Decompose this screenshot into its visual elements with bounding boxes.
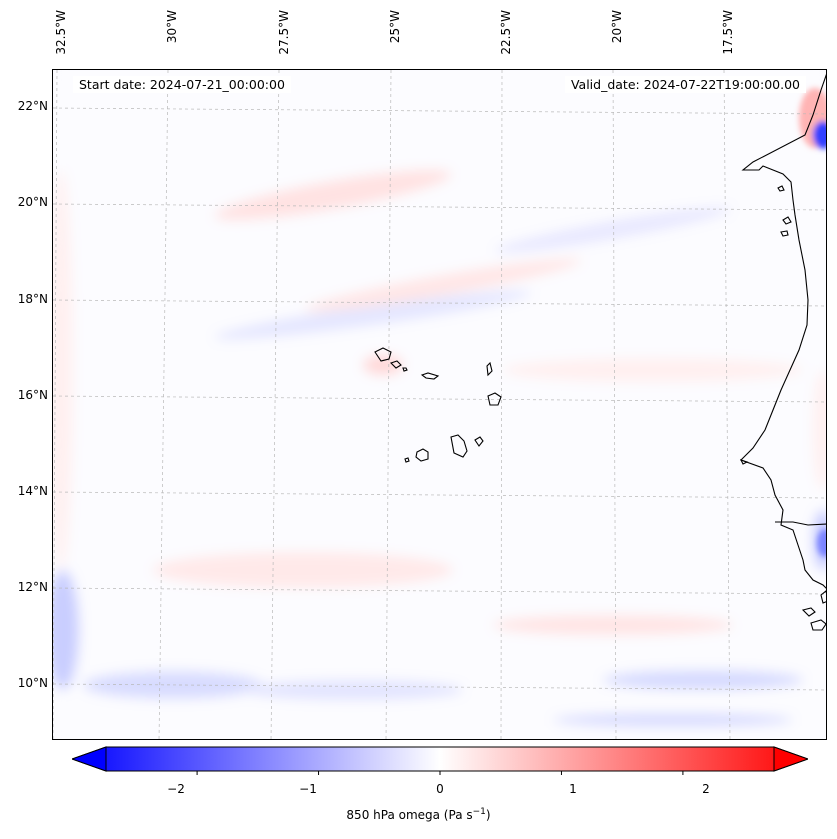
lon-label-22-5w: 22.5°W — [499, 10, 513, 55]
graticule — [53, 70, 826, 739]
colorbar-tick-label: −2 — [167, 782, 185, 796]
colorbar — [72, 746, 808, 775]
lat-label-16n: 16°N — [17, 388, 48, 402]
island-fogo — [415, 448, 429, 462]
lat-label-20n: 20°N — [17, 195, 48, 209]
island-sal — [486, 361, 493, 377]
colorbar-label: 850 hPa omega (Pa s−1) — [346, 807, 491, 822]
omega-field-map — [53, 70, 826, 739]
omega-field-shading — [53, 70, 826, 739]
cape-verde-islands — [374, 347, 502, 463]
lon-label-25w: 25°W — [388, 10, 402, 44]
lat-label-18n: 18°N — [17, 292, 48, 306]
island-sao-vicente — [389, 360, 402, 369]
lat-label-14n: 14°N — [17, 484, 48, 498]
gambia-river — [775, 521, 826, 526]
lat-label-10n: 10°N — [17, 676, 48, 690]
island-brava — [404, 457, 410, 463]
colorbar-extend-min — [72, 746, 107, 772]
map-panel[interactable]: Start date: 2024-07-21_00:00:00 Valid_da… — [52, 69, 827, 740]
valid-date-label: Valid_date: 2024-07-22T19:00:00.00 — [564, 76, 806, 93]
start-date-label: Start date: 2024-07-21_00:00:00 — [73, 76, 291, 93]
island-santiago — [450, 434, 468, 458]
colorbar-tick-label: −1 — [299, 782, 317, 796]
colorbar-tick-label: 2 — [702, 782, 710, 796]
island-santa-luzia — [402, 367, 408, 372]
colorbar-tick-label: 0 — [436, 782, 444, 796]
colorbar-gradient — [72, 746, 808, 772]
island-boa-vista — [487, 392, 502, 406]
lon-label-27-5w: 27.5°W — [277, 10, 291, 55]
lon-label-20w: 20°W — [610, 10, 624, 44]
small-coastal-islands — [777, 185, 792, 237]
colorbar-extend-max — [773, 746, 808, 772]
dakar-peninsula — [739, 459, 749, 465]
guinea-bissau-islands — [801, 590, 826, 631]
lon-label-32-5w: 32.5°W — [54, 10, 68, 55]
lon-label-30w: 30°W — [165, 10, 179, 44]
colorbar-ticks — [196, 771, 684, 775]
lat-label-12n: 12°N — [17, 580, 48, 594]
island-santo-antao — [374, 347, 392, 362]
lat-label-22n: 22°N — [17, 99, 48, 113]
island-maio — [474, 436, 484, 447]
island-sao-nicolau — [420, 372, 440, 380]
colorbar-tick-label: 1 — [569, 782, 577, 796]
african-coastline — [739, 74, 826, 631]
lon-label-17-5w: 17.5°W — [721, 10, 735, 55]
